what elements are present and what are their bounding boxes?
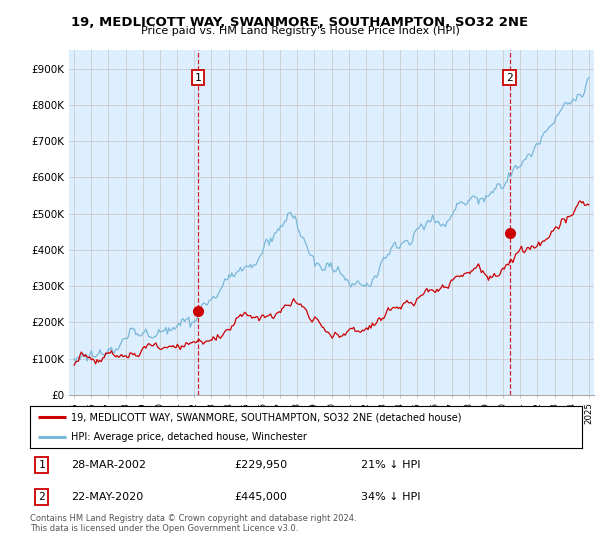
Text: 19, MEDLICOTT WAY, SWANMORE, SOUTHAMPTON, SO32 2NE (detached house): 19, MEDLICOTT WAY, SWANMORE, SOUTHAMPTON… <box>71 412 462 422</box>
Text: £229,950: £229,950 <box>234 460 287 470</box>
Text: 1: 1 <box>195 73 202 82</box>
Text: 21% ↓ HPI: 21% ↓ HPI <box>361 460 421 470</box>
Text: 19, MEDLICOTT WAY, SWANMORE, SOUTHAMPTON, SO32 2NE: 19, MEDLICOTT WAY, SWANMORE, SOUTHAMPTON… <box>71 16 529 29</box>
Text: 34% ↓ HPI: 34% ↓ HPI <box>361 492 421 502</box>
Text: Contains HM Land Registry data © Crown copyright and database right 2024.
This d: Contains HM Land Registry data © Crown c… <box>30 514 356 534</box>
Text: 1: 1 <box>38 460 45 470</box>
Text: 2: 2 <box>38 492 45 502</box>
Text: HPI: Average price, detached house, Winchester: HPI: Average price, detached house, Winc… <box>71 432 307 442</box>
Text: £445,000: £445,000 <box>234 492 287 502</box>
Text: 2: 2 <box>506 73 513 82</box>
Text: 28-MAR-2002: 28-MAR-2002 <box>71 460 146 470</box>
Text: Price paid vs. HM Land Registry's House Price Index (HPI): Price paid vs. HM Land Registry's House … <box>140 26 460 36</box>
Text: 22-MAY-2020: 22-MAY-2020 <box>71 492 143 502</box>
